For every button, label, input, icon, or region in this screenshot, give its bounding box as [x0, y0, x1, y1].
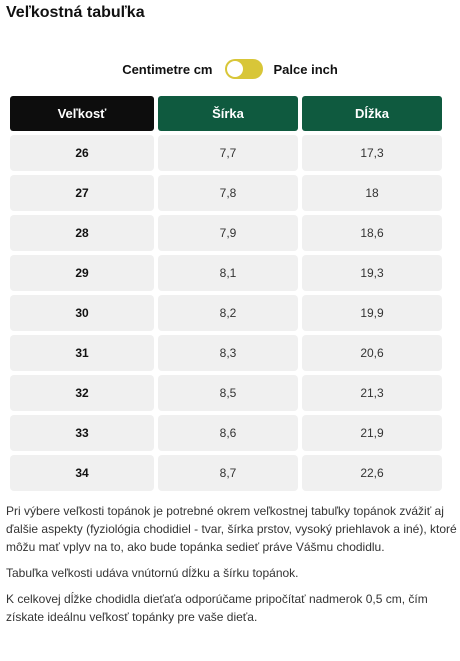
cell-width: 8,5 — [158, 375, 298, 411]
header-length: Dĺžka — [302, 96, 442, 131]
header-width: Šírka — [158, 96, 298, 131]
unit-toggle: Centimetre cm Palce inch — [0, 58, 460, 80]
cell-size: 32 — [10, 375, 154, 411]
cell-length: 18,6 — [302, 215, 442, 251]
cell-width: 7,9 — [158, 215, 298, 251]
size-table: Veľkosť Šírka Dĺžka 26 7,7 17,3 27 7,8 18 28 7,… — [10, 96, 442, 491]
page-title: Veľkostná tabuľka — [6, 4, 145, 21]
cell-size: 30 — [10, 295, 154, 331]
cell-width: 8,1 — [158, 255, 298, 291]
cell-length: 21,9 — [302, 415, 442, 451]
cell-length: 22,6 — [302, 455, 442, 491]
size-notes: Pri výbere veľkosti topánok je potrebné … — [6, 502, 458, 634]
cell-size: 26 — [10, 135, 154, 171]
unit-label-cm[interactable]: Centimetre cm — [122, 61, 213, 77]
cell-width: 7,7 — [158, 135, 298, 171]
cell-size: 28 — [10, 215, 154, 251]
cell-size: 29 — [10, 255, 154, 291]
note-paragraph: Tabuľka veľkosti udáva vnútornú dĺžku a … — [6, 566, 299, 580]
header-size: Veľkosť — [10, 96, 154, 131]
cell-size: 31 — [10, 335, 154, 371]
cell-size: 34 — [10, 455, 154, 491]
cell-width: 8,2 — [158, 295, 298, 331]
cell-length: 20,6 — [302, 335, 442, 371]
note-paragraph: Pri výbere veľkosti topánok je potrebné … — [6, 504, 457, 554]
cell-width: 8,7 — [158, 455, 298, 491]
note-paragraph: K celkovej dĺžke chodidla dieťaťa odporú… — [6, 592, 428, 624]
cell-length: 21,3 — [302, 375, 442, 411]
cell-length: 19,9 — [302, 295, 442, 331]
cell-length: 17,3 — [302, 135, 442, 171]
cell-size: 33 — [10, 415, 154, 451]
cell-length: 19,3 — [302, 255, 442, 291]
cell-width: 8,6 — [158, 415, 298, 451]
unit-switch[interactable] — [224, 59, 263, 79]
switch-knob — [226, 61, 243, 77]
cell-width: 7,8 — [158, 175, 298, 211]
cell-length: 18 — [302, 175, 442, 211]
cell-size: 27 — [10, 175, 154, 211]
unit-label-inch[interactable]: Palce inch — [273, 61, 338, 77]
cell-width: 8,3 — [158, 335, 298, 371]
